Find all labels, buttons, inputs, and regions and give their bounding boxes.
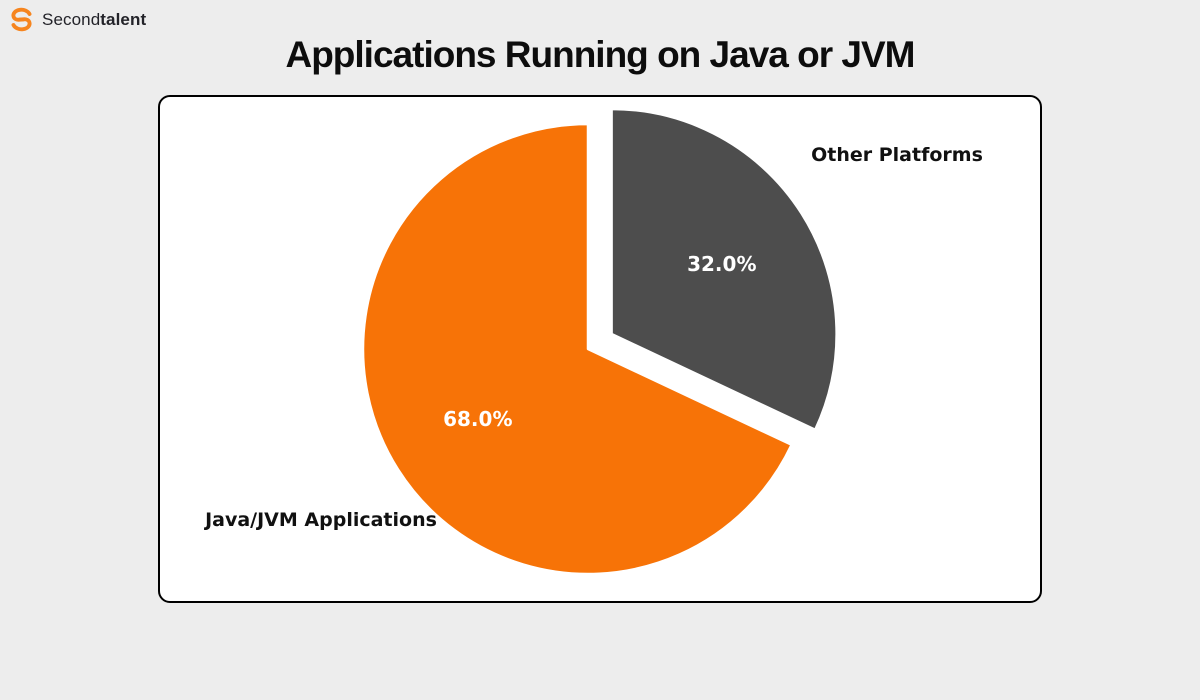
chart-panel: 68.0% 32.0% Java/JVM Applications Other P… (158, 95, 1042, 603)
s-mark-bottom-stroke (11, 17, 32, 32)
slice-label-other-platforms: Other Platforms (811, 144, 983, 166)
brand-name-regular: Second (42, 9, 101, 29)
pie-slice-0 (361, 122, 793, 576)
brand-logo: Secondtalent (8, 6, 146, 33)
s-mark-top-stroke (11, 7, 32, 22)
brand-name-bold: talent (100, 9, 147, 29)
page-title: Applications Running on Java or JVM (285, 34, 915, 75)
pie-chart: 68.0% 32.0% (361, 107, 838, 576)
brand-name: Secondtalent (42, 10, 146, 30)
slice-label-java-jvm: Java/JVM Applications (205, 509, 437, 531)
secondtalent-s-icon (11, 7, 32, 32)
pie-slice-1 (610, 107, 838, 432)
slice-percent-label-1: 32.0% (687, 252, 756, 276)
slice-percent-label-0: 68.0% (443, 407, 512, 431)
